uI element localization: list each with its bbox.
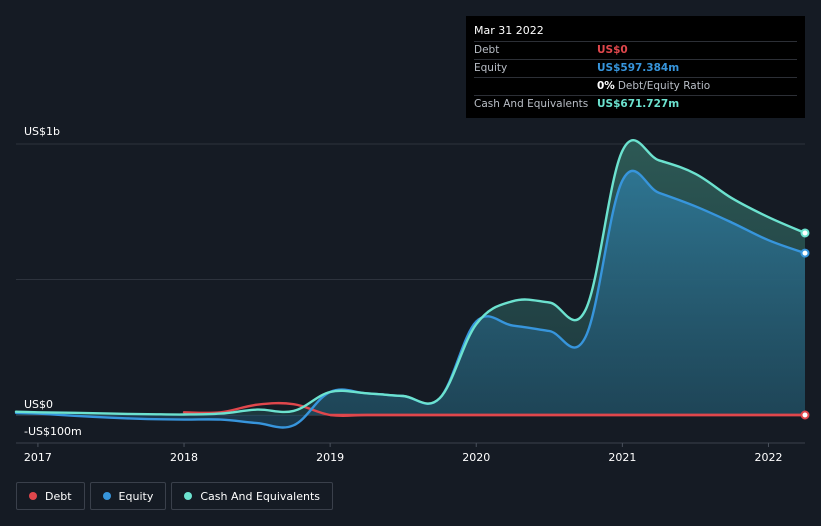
cash-line (14, 139, 807, 416)
axis-labels: US$1b US$0 -US$100m 2017 2018 2019 2020 2021 202… (24, 125, 783, 464)
tooltip-cash-value: US$671.727m (597, 98, 680, 110)
legend-item-cash[interactable]: Cash And Equivalents (171, 482, 333, 510)
tooltip-row-debt: Debt US$0 (474, 41, 797, 59)
legend-item-equity[interactable]: Equity (89, 482, 167, 510)
tooltip-cash-label: Cash And Equivalents (474, 98, 589, 110)
x-tick-label: 2021 (608, 451, 636, 464)
legend-debt-label: Debt (45, 489, 72, 503)
debt-dot-icon (29, 492, 37, 500)
tooltip-ratio-value: 0% (597, 80, 615, 92)
cash-dot-icon (184, 492, 193, 500)
legend: Debt Equity Cash And Equivalents (16, 482, 333, 510)
equity-end-marker (800, 248, 810, 258)
equity-dot-icon (102, 492, 111, 500)
tooltip-date: Mar 31 2022 (474, 24, 544, 37)
tooltip-row-cash: Cash And Equivalents US$671.727m (474, 95, 797, 113)
legend-equity-label: Equity (118, 489, 154, 503)
x-tick-label: 2019 (316, 451, 344, 464)
tooltip-row-ratio: 0% Debt/Equity Ratio (474, 77, 797, 95)
legend-item-debt[interactable]: Debt (16, 482, 85, 510)
tooltip-ratio-label: Debt/Equity Ratio (617, 80, 711, 92)
tooltip-debt-label: Debt (474, 44, 500, 56)
x-tick-label: 2018 (170, 451, 198, 464)
y-axis-label: US$0 (24, 398, 53, 411)
debt-end-marker (800, 410, 810, 420)
series-lines (14, 139, 807, 429)
equity-area (16, 170, 805, 428)
tooltip-row-equity: Equity US$597.384m (474, 59, 797, 77)
tooltip-panel: Mar 31 2022 Debt US$0 Equity US$597.384m… (466, 16, 805, 118)
x-tick-label: 2020 (462, 451, 490, 464)
legend-cash-label: Cash And Equivalents (200, 489, 320, 503)
cash-end-marker (800, 228, 810, 238)
x-tick-label: 2022 (754, 451, 782, 464)
x-tick-label: 2017 (24, 451, 52, 464)
areas (16, 140, 805, 428)
tooltip-equity-value: US$597.384m (597, 62, 680, 74)
tooltip-debt-value: US$0 (597, 44, 628, 56)
tooltip-ratio-spacer (474, 78, 597, 95)
y-axis-label: US$1b (24, 125, 60, 138)
end-markers (800, 228, 810, 420)
y-axis-label: -US$100m (24, 425, 82, 438)
tooltip-equity-label: Equity (474, 62, 508, 74)
